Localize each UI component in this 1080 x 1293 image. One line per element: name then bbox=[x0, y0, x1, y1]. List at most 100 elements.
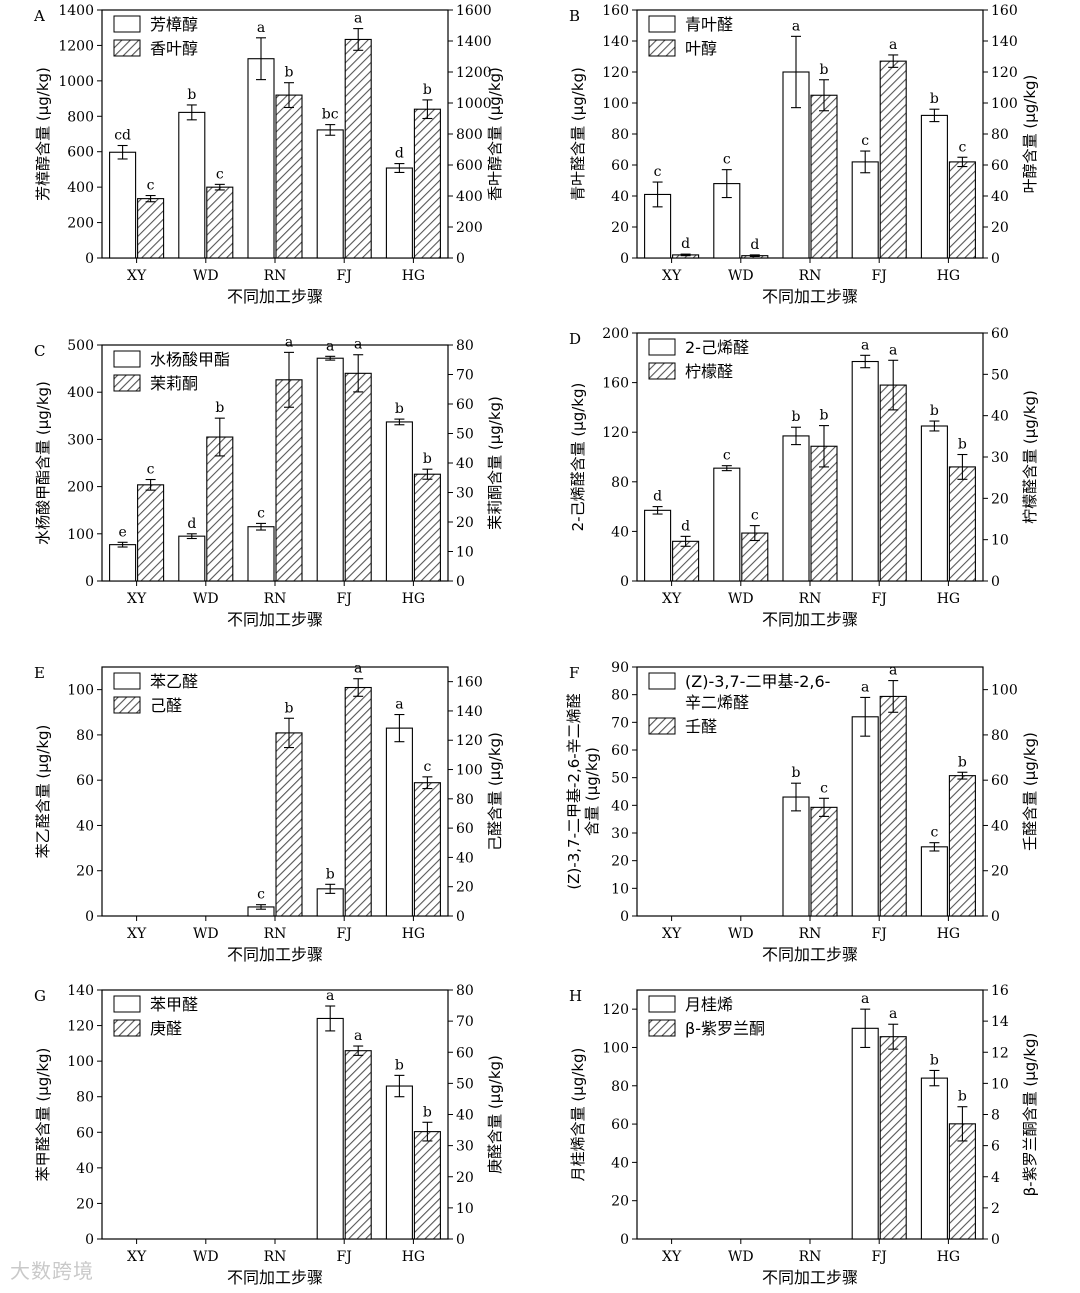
y2-tick-label: 60 bbox=[456, 397, 474, 413]
significance-label: b bbox=[326, 866, 335, 882]
y-axis-title: 苯乙醛含量 (μg/kg) bbox=[34, 725, 52, 859]
bar bbox=[316, 357, 344, 582]
significance-label: b bbox=[285, 700, 294, 716]
x-tick-label: FJ bbox=[337, 1249, 352, 1265]
legend-swatch bbox=[648, 39, 676, 57]
panel-h: H 0 20 40 60 80 100 120 0 2 4 6 8 10 12 14 16 XY WD RN FJ HG 不… bbox=[569, 983, 1039, 1287]
x-tick-label: FJ bbox=[872, 591, 887, 607]
significance-label: b bbox=[930, 403, 939, 419]
legend-label: 香叶醇 bbox=[150, 39, 198, 58]
panel-letter: G bbox=[34, 987, 46, 1005]
y2-tick-label: 1200 bbox=[456, 65, 492, 81]
y-tick-label: 200 bbox=[67, 216, 94, 232]
y-tick-label: 200 bbox=[602, 326, 629, 342]
bar bbox=[385, 1085, 413, 1240]
y-tick-label: 40 bbox=[76, 1161, 94, 1177]
legend-label: 叶醇 bbox=[685, 39, 717, 58]
y2-tick-label: 2 bbox=[991, 1201, 1000, 1217]
y2-tick-label: 0 bbox=[456, 251, 465, 267]
y-tick-label: 800 bbox=[67, 109, 94, 125]
bar bbox=[247, 58, 275, 259]
y-axis-title: 含量 (μg/kg) bbox=[583, 747, 601, 836]
x-tick-label: RN bbox=[264, 591, 287, 607]
bar bbox=[109, 151, 137, 259]
y2-tick-label: 100 bbox=[991, 96, 1018, 112]
y2-tick-label: 20 bbox=[991, 864, 1009, 880]
legend-swatch bbox=[113, 350, 141, 368]
bar bbox=[920, 1077, 948, 1240]
legend-label: 苯甲醛 bbox=[150, 995, 198, 1014]
bar bbox=[385, 727, 413, 917]
significance-label: d bbox=[187, 516, 196, 532]
x-tick-label: WD bbox=[728, 591, 754, 607]
significance-label: c bbox=[723, 152, 731, 168]
bar bbox=[920, 846, 948, 917]
x-tick-label: XY bbox=[127, 591, 147, 607]
y2-tick-label: 14 bbox=[991, 1014, 1009, 1030]
legend-swatch bbox=[648, 717, 676, 735]
bar bbox=[879, 1036, 907, 1240]
significance-label: b bbox=[285, 65, 294, 81]
significance-label: c bbox=[958, 139, 966, 155]
bar bbox=[948, 161, 976, 259]
y2-tick-label: 20 bbox=[456, 515, 474, 531]
bar bbox=[247, 526, 275, 582]
bar bbox=[413, 782, 441, 917]
y-tick-label: 60 bbox=[611, 158, 629, 174]
x-axis-title: 不同加工步骤 bbox=[227, 287, 323, 306]
bar bbox=[178, 535, 206, 582]
bar bbox=[275, 94, 303, 259]
significance-label: a bbox=[861, 991, 869, 1007]
significance-label: b bbox=[187, 87, 196, 103]
bar bbox=[316, 129, 344, 259]
y2-tick-label: 0 bbox=[456, 909, 465, 925]
y2-tick-label: 60 bbox=[991, 158, 1009, 174]
y2-tick-label: 1600 bbox=[456, 3, 492, 19]
panel-letter: H bbox=[569, 987, 582, 1005]
bar bbox=[109, 544, 137, 582]
y-tick-label: 100 bbox=[602, 1040, 629, 1056]
legend-label: 水杨酸甲酯 bbox=[150, 350, 230, 369]
y-axis-title: 水杨酸甲酯含量 (μg/kg) bbox=[34, 381, 52, 545]
legend-label: 柠檬醛 bbox=[685, 362, 733, 381]
y-tick-label: 80 bbox=[611, 127, 629, 143]
significance-label: b bbox=[930, 1052, 939, 1068]
significance-label: b bbox=[820, 62, 829, 78]
x-tick-label: HG bbox=[402, 926, 425, 942]
y-tick-label: 0 bbox=[620, 251, 629, 267]
bar bbox=[644, 509, 672, 582]
y-tick-label: 20 bbox=[76, 1196, 94, 1212]
y2-tick-label: 40 bbox=[991, 818, 1009, 834]
x-tick-label: RN bbox=[799, 591, 822, 607]
significance-label: a bbox=[792, 18, 800, 34]
y-tick-label: 20 bbox=[611, 1194, 629, 1210]
y2-tick-label: 0 bbox=[456, 1232, 465, 1248]
bar bbox=[275, 732, 303, 917]
significance-label: a bbox=[285, 334, 293, 350]
bar bbox=[385, 167, 413, 259]
y-tick-label: 1400 bbox=[58, 3, 94, 19]
y-tick-label: 400 bbox=[67, 180, 94, 196]
bar bbox=[344, 38, 372, 259]
significance-label: a bbox=[889, 663, 897, 679]
significance-label: a bbox=[395, 697, 403, 713]
y2-tick-label: 70 bbox=[456, 368, 474, 384]
y2-tick-label: 20 bbox=[991, 220, 1009, 236]
y-tick-label: 120 bbox=[602, 425, 629, 441]
significance-label: c bbox=[930, 825, 938, 841]
x-tick-label: RN bbox=[264, 926, 287, 942]
bar bbox=[879, 695, 907, 917]
y2-tick-label: 10 bbox=[991, 533, 1009, 549]
y2-tick-label: 20 bbox=[991, 491, 1009, 507]
y2-tick-label: 80 bbox=[991, 728, 1009, 744]
y2-tick-label: 40 bbox=[991, 189, 1009, 205]
panel-c: C 0 100 200 300 400 500 0 10 20 30 40 50 60 70 80 XY WD RN… bbox=[34, 334, 504, 629]
y2-tick-label: 12 bbox=[991, 1045, 1009, 1061]
legend-label: 庚醛 bbox=[150, 1019, 182, 1038]
y-tick-label: 100 bbox=[67, 683, 94, 699]
y2-tick-label: 16 bbox=[991, 983, 1009, 999]
legend-swatch bbox=[113, 696, 141, 714]
y-tick-label: 140 bbox=[67, 983, 94, 999]
y2-tick-label: 200 bbox=[456, 220, 483, 236]
